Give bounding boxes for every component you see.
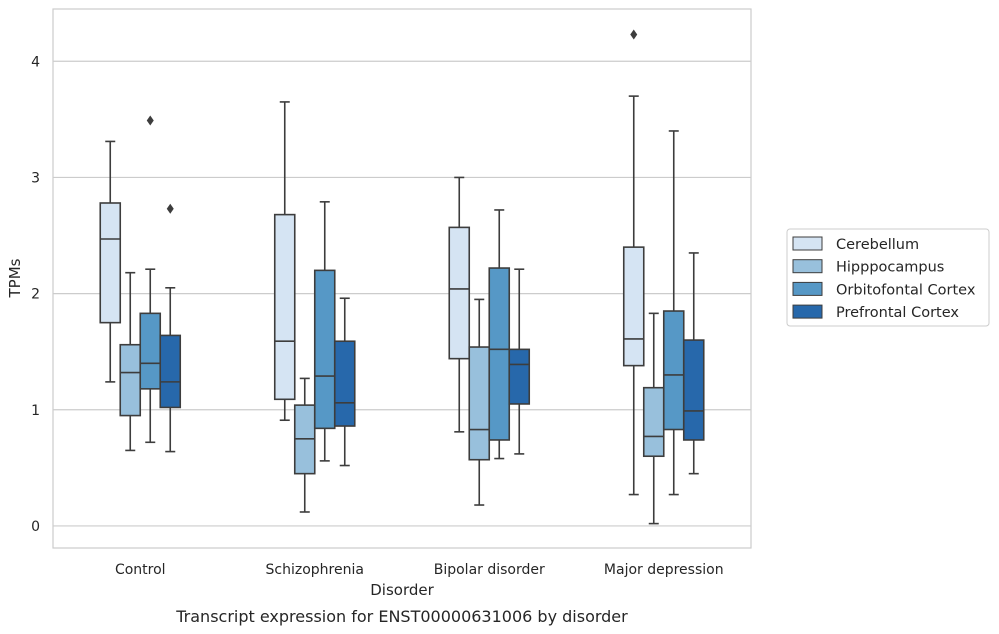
- box-iqr: [642, 386, 665, 458]
- box-group: [448, 176, 471, 433]
- box-iqr: [139, 312, 162, 390]
- legend-frame: [786, 228, 990, 327]
- box-group: [508, 268, 531, 455]
- legend-swatch: [792, 236, 823, 251]
- legend-label: Hipppocampus: [836, 260, 944, 276]
- box-iqr: [159, 334, 182, 409]
- y-tick-label: 3: [31, 170, 40, 186]
- y-tick-label: 4: [31, 54, 40, 70]
- box-group: [333, 297, 356, 467]
- legend-swatch: [792, 259, 823, 274]
- box-group: [622, 29, 645, 496]
- boxes: [99, 29, 705, 525]
- box-iqr: [448, 226, 471, 360]
- y-tick-label: 2: [31, 287, 40, 303]
- box-iqr: [273, 213, 296, 401]
- x-tick-labels: Control Schizophrenia Bipolar disorder Majo…: [115, 562, 724, 578]
- box-iqr: [468, 346, 491, 461]
- box-iqr: [622, 246, 645, 367]
- legend-swatch: [792, 281, 823, 296]
- legend-label: Orbitofontal Cortex: [836, 282, 976, 298]
- x-tick-label: Control: [115, 562, 166, 578]
- box-iqr: [313, 269, 336, 430]
- legend-label: Prefrontal Cortex: [836, 305, 959, 321]
- plot-area: [52, 8, 752, 549]
- box-group: [273, 101, 296, 422]
- box-iqr: [508, 348, 531, 405]
- box-iqr: [488, 267, 511, 441]
- x-tick-label: Major depression: [604, 562, 724, 578]
- y-tick-label: 1: [31, 403, 40, 419]
- box-iqr: [682, 339, 705, 441]
- legend: Cerebellum Hipppocampus Orbitofontal Corte…: [786, 228, 990, 327]
- outlier-point: [630, 29, 638, 40]
- outlier-point: [166, 203, 174, 214]
- box-iqr: [662, 310, 685, 431]
- box-group: [662, 130, 685, 496]
- x-tick-label: Schizophrenia: [266, 562, 364, 578]
- box-group: [682, 252, 705, 475]
- y-tick-labels: 0 1 2 3 4: [31, 54, 40, 535]
- box-group: [293, 377, 316, 513]
- x-tick-label: Bipolar disorder: [434, 562, 545, 578]
- outlier-point: [146, 115, 154, 126]
- box-iqr: [119, 343, 142, 417]
- box-iqr: [99, 202, 122, 324]
- box-group: [468, 298, 491, 506]
- figure-caption: Transcript expression for ENST0000063100…: [175, 607, 628, 626]
- x-axis-label: Disorder: [370, 581, 434, 599]
- box-iqr: [333, 340, 356, 427]
- legend-swatch: [792, 304, 823, 319]
- y-axis-label: TPMs: [6, 258, 24, 298]
- grid-lines: [53, 60, 751, 527]
- box-group: [159, 203, 182, 453]
- y-tick-label: 0: [31, 519, 40, 535]
- legend-label: Cerebellum: [836, 237, 919, 253]
- box-group: [99, 140, 122, 383]
